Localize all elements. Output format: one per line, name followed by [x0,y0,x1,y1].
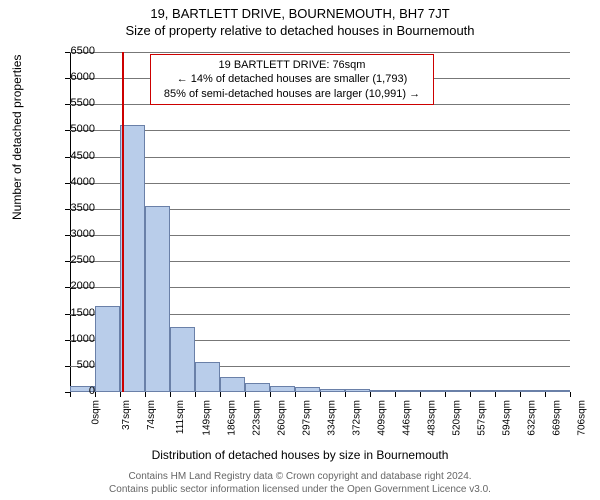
x-tick-mark [320,392,321,397]
gridline [70,183,570,184]
histogram-bar [520,390,545,392]
x-tick-mark [495,392,496,397]
x-tick-mark [570,392,571,397]
histogram-bar [220,377,245,392]
y-tick-label: 6000 [55,71,95,83]
y-tick-label: 1000 [55,333,95,345]
histogram-bar [295,387,320,392]
x-tick-mark [470,392,471,397]
x-tick-label: 260sqm [277,400,288,436]
callout-line: ← 14% of detached houses are smaller (1,… [157,72,427,86]
x-tick-label: 74sqm [146,400,157,430]
histogram-bar [245,383,270,392]
gridline [70,52,570,53]
y-tick-label: 4000 [55,176,95,188]
x-axis-label: Distribution of detached houses by size … [0,448,600,462]
x-tick-mark [520,392,521,397]
y-tick-label: 5000 [55,123,95,135]
callout-line: 19 BARTLETT DRIVE: 76sqm [157,58,427,72]
histogram-bar [270,386,295,392]
x-tick-label: 372sqm [352,400,363,436]
histogram-bar [95,306,120,392]
histogram-bar [420,390,445,392]
y-tick-label: 1500 [55,307,95,319]
x-tick-mark [370,392,371,397]
histogram-bar [195,362,220,392]
x-tick-label: 520sqm [452,400,463,436]
x-tick-label: 111sqm [175,400,186,434]
x-tick-label: 297sqm [302,400,313,436]
histogram-bar [395,390,420,392]
x-tick-mark [395,392,396,397]
gridline [70,130,570,131]
x-tick-mark [295,392,296,397]
title-main: 19, BARTLETT DRIVE, BOURNEMOUTH, BH7 7JT [0,0,600,21]
histogram-bar [320,389,345,392]
histogram-bar [345,389,370,392]
x-tick-mark [345,392,346,397]
histogram-bar [370,390,395,392]
y-tick-label: 4500 [55,150,95,162]
x-tick-mark [445,392,446,397]
x-tick-label: 186sqm [227,400,238,436]
histogram-bar [495,390,520,392]
callout-box: 19 BARTLETT DRIVE: 76sqm← 14% of detache… [150,54,434,105]
x-tick-mark [220,392,221,397]
x-tick-label: 0sqm [90,400,101,424]
x-tick-mark [95,392,96,397]
histogram-bar [120,125,145,392]
plot-area: 19 BARTLETT DRIVE: 76sqm← 14% of detache… [70,52,570,392]
x-tick-mark [270,392,271,397]
histogram-bar [470,390,495,392]
histogram-bar [445,390,470,392]
gridline [70,157,570,158]
x-tick-mark [120,392,121,397]
callout-line: 85% of semi-detached houses are larger (… [157,87,427,101]
x-tick-label: 409sqm [377,400,388,436]
title-sub: Size of property relative to detached ho… [0,21,600,38]
footer-line-1: Contains HM Land Registry data © Crown c… [0,470,600,483]
x-tick-label: 37sqm [121,400,132,430]
x-tick-label: 706sqm [577,400,588,436]
y-tick-label: 3000 [55,228,95,240]
y-tick-label: 500 [55,359,95,371]
y-tick-label: 0 [55,385,95,397]
y-tick-label: 6500 [55,45,95,57]
marker-line [122,52,124,392]
y-tick-label: 3500 [55,202,95,214]
x-tick-label: 446sqm [402,400,413,436]
x-tick-label: 149sqm [202,400,213,436]
x-tick-mark [145,392,146,397]
x-tick-label: 334sqm [327,400,338,436]
x-tick-mark [195,392,196,397]
histogram-bar [170,327,195,392]
y-tick-label: 2500 [55,254,95,266]
x-tick-mark [245,392,246,397]
x-tick-label: 594sqm [502,400,513,436]
x-tick-mark [545,392,546,397]
histogram-bar [545,390,570,392]
x-tick-mark [170,392,171,397]
x-tick-label: 483sqm [427,400,438,436]
footer-line-2: Contains public sector information licen… [0,483,600,496]
histogram-bar [145,206,170,392]
y-tick-label: 2000 [55,280,95,292]
y-axis-label: Number of detached properties [10,55,24,220]
x-tick-label: 669sqm [552,400,563,436]
footer: Contains HM Land Registry data © Crown c… [0,470,600,496]
x-tick-label: 223sqm [252,400,263,436]
y-tick-label: 5500 [55,97,95,109]
x-tick-label: 632sqm [527,400,538,436]
x-tick-mark [420,392,421,397]
x-tick-label: 557sqm [477,400,488,436]
